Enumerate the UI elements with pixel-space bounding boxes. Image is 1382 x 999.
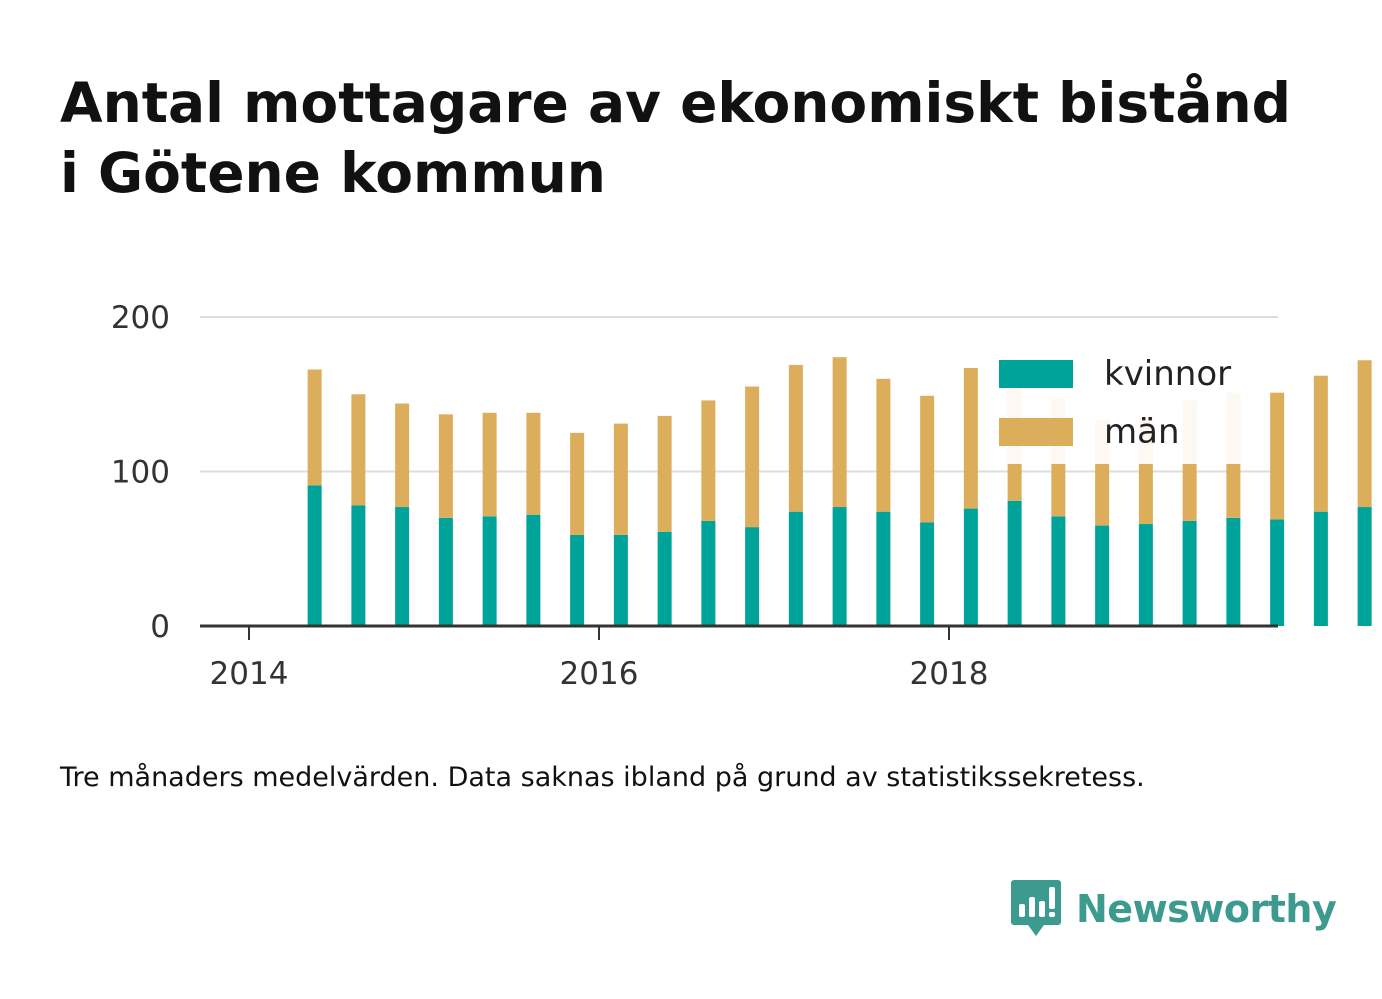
bar-kvinnor-2015-Q4 (570, 534, 585, 626)
bar-män-2014-Q3 (351, 394, 366, 506)
bar-män-2019-Q4 (1270, 392, 1285, 520)
bar-kvinnor-2016-Q2 (657, 531, 672, 626)
brand-logo: Newsworthy (1010, 878, 1337, 940)
bar-kvinnor-2018-Q3 (1051, 516, 1066, 626)
bar-kvinnor-2020-Q2 (1357, 507, 1372, 626)
y-tick-label: 200 (111, 300, 170, 336)
bar-män-2016-Q4 (745, 386, 760, 528)
chart-title-line-2: i Götene kommun (60, 141, 606, 205)
chart-note: Tre månaders medelvärden. Data saknas ib… (60, 762, 1145, 793)
newsworthy-logo-icon (1011, 880, 1061, 936)
bar-kvinnor-2018-Q1 (963, 508, 978, 626)
bar-män-2016-Q2 (657, 415, 672, 532)
legend-label-män: män (1104, 412, 1180, 452)
bar-kvinnor-2014-Q3 (351, 505, 366, 626)
legend: kvinnor män (984, 346, 1254, 464)
bar-män-2015-Q4 (570, 432, 585, 535)
chart-title: Antal mottagare av ekonomiskt bistånd i … (60, 68, 1340, 208)
legend-swatch-män (999, 418, 1073, 446)
bar-kvinnor-2019-Q2 (1182, 520, 1197, 626)
bar-män-2018-Q1 (963, 367, 978, 509)
bar-kvinnor-2020-Q1 (1313, 511, 1328, 626)
brand-name: Newsworthy (1076, 887, 1337, 931)
bar-kvinnor-2016-Q1 (613, 534, 628, 626)
bar-kvinnor-2016-Q3 (701, 520, 716, 626)
bar-kvinnor-2017-Q2 (832, 507, 847, 626)
bar-män-2020-Q2 (1357, 360, 1372, 508)
bar-kvinnor-2016-Q4 (745, 527, 760, 626)
y-axis: 0 100 200 (111, 300, 170, 645)
bar-kvinnor-2019-Q4 (1270, 519, 1285, 626)
bar-män-2017-Q1 (788, 364, 803, 512)
legend-label-kvinnor: kvinnor (1104, 354, 1231, 394)
bar-män-2017-Q4 (920, 395, 935, 523)
legend-swatch-kvinnor (999, 360, 1073, 388)
bar-kvinnor-2014-Q2 (307, 485, 322, 626)
bar-män-2020-Q1 (1313, 375, 1328, 512)
bar-kvinnor-2015-Q3 (526, 514, 541, 626)
bar-kvinnor-2019-Q3 (1226, 517, 1241, 626)
bar-kvinnor-2015-Q2 (482, 516, 497, 626)
bar-män-2015-Q3 (526, 412, 541, 515)
bar-kvinnor-2017-Q1 (788, 511, 803, 626)
y-tick-label: 0 (150, 609, 170, 645)
bar-kvinnor-2019-Q1 (1138, 524, 1153, 626)
bar-kvinnor-2017-Q3 (876, 511, 891, 626)
bar-kvinnor-2018-Q2 (1007, 500, 1022, 626)
bar-kvinnor-2015-Q1 (438, 517, 453, 626)
bar-män-2016-Q3 (701, 400, 716, 521)
bar-män-2016-Q1 (613, 423, 628, 535)
bar-män-2017-Q3 (876, 378, 891, 512)
bars (307, 357, 1372, 626)
bar-män-2014-Q4 (395, 403, 410, 508)
x-tick-label: 2014 (210, 656, 289, 692)
x-axis: 201420162018202120232025 (200, 624, 1278, 692)
bar-kvinnor-2018-Q4 (1095, 525, 1110, 626)
y-tick-label: 100 (111, 455, 170, 491)
bar-kvinnor-2017-Q4 (920, 522, 935, 626)
bar-män-2017-Q2 (832, 357, 847, 508)
chart-title-line-1: Antal mottagare av ekonomiskt bistånd (60, 71, 1292, 135)
bar-kvinnor-2014-Q4 (395, 507, 410, 626)
bar-män-2015-Q2 (482, 412, 497, 517)
bar-män-2014-Q2 (307, 369, 322, 486)
x-tick-label: 2018 (910, 656, 989, 692)
bar-män-2015-Q1 (438, 414, 453, 518)
x-tick-label: 2016 (560, 656, 639, 692)
